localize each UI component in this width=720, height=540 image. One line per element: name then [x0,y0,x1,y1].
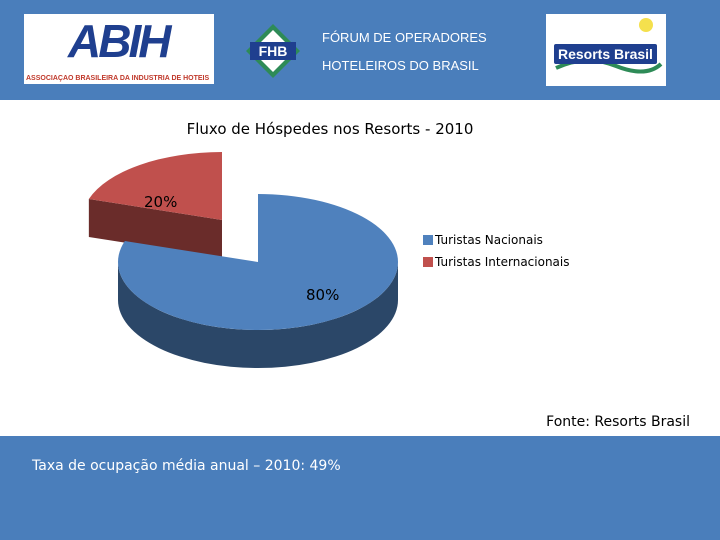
data-label-internacionais: 20% [144,193,178,211]
source-note: Fonte: Resorts Brasil [546,414,690,430]
forum-title-line1: FÓRUM DE OPERADORES [322,30,487,45]
abih-logo: ABIH ASSOCIAÇÃO BRASILEIRA DA INDÚSTRIA … [24,14,214,84]
chart-title: Fluxo de Hóspedes nos Resorts - 2010 [186,120,474,138]
abih-logo-subtitle: ASSOCIAÇÃO BRASILEIRA DA INDÚSTRIA DE HO… [26,75,210,82]
resorts-brasil-logo: Resorts Brasil [546,14,666,86]
occupancy-rate-text: Taxa de ocupação média anual – 2010: 49% [32,458,341,474]
forum-title-line2: HOTELEIROS DO BRASIL [322,58,479,73]
legend-label-internacionais: Turistas Internacionais [435,255,570,269]
pie-side-internacionais [88,198,223,258]
fohb-logo-text: FHB [259,43,288,59]
resorts-brasil-logo-text: Resorts Brasil [554,44,657,64]
data-label-nacionais: 80% [306,286,340,304]
chart-legend: Turistas Nacionais Turistas Internaciona… [423,229,570,273]
forum-title: FÓRUM DE OPERADORES HOTELEIROS DO BRASIL [322,24,487,80]
pie-slice-nacionais [118,194,399,331]
header-bar: ABIH ASSOCIAÇÃO BRASILEIRA DA INDÚSTRIA … [0,0,720,100]
legend-swatch-internacionais [423,257,433,267]
footer-bar: Taxa de ocupação média anual – 2010: 49% [0,436,720,540]
fohb-logo: FHB [246,24,300,78]
legend-swatch-nacionais [423,235,433,245]
legend-item-nacionais: Turistas Nacionais [423,229,570,251]
legend-item-internacionais: Turistas Internacionais [423,251,570,273]
abih-logo-letters: ABIH [68,15,171,67]
pie-slice-internacionais [88,152,223,220]
legend-label-nacionais: Turistas Nacionais [435,233,543,247]
pie-side-nacionais [118,262,398,368]
